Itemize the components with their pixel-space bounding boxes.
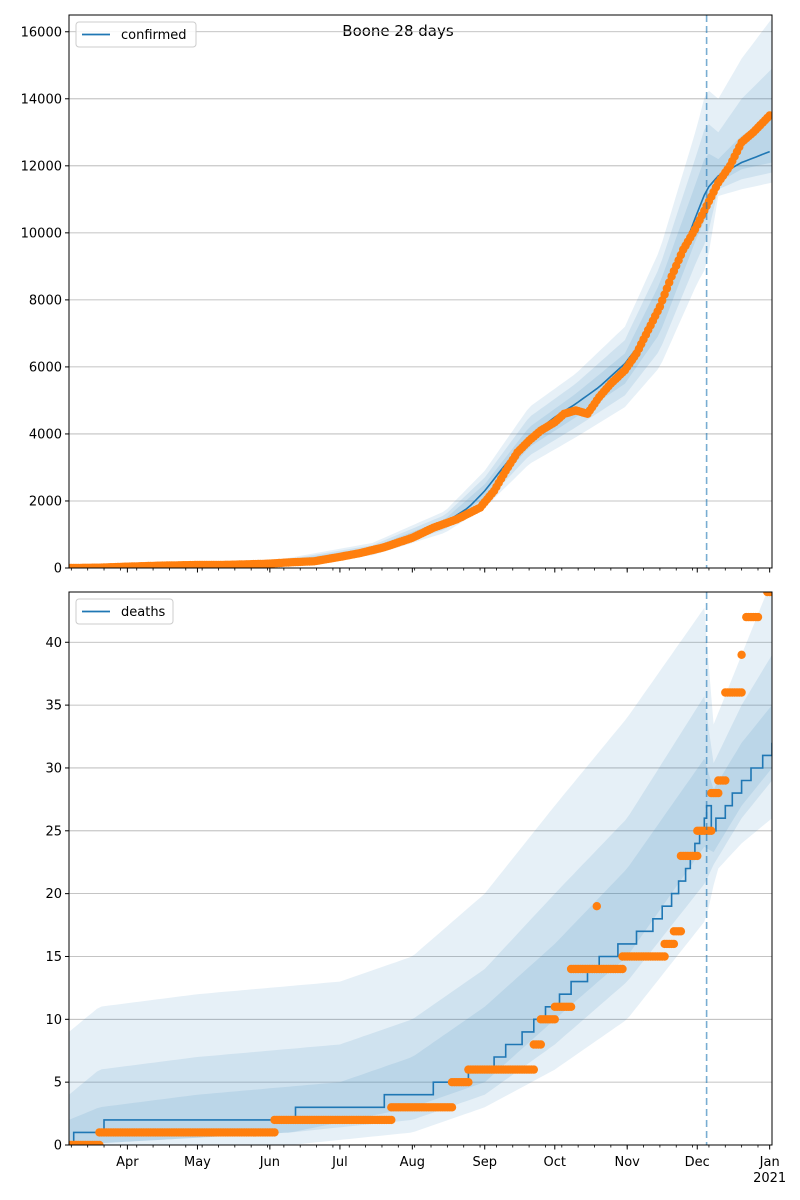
axes-frame (68, 591, 773, 1146)
x-tick-label: Dec (685, 1155, 710, 1170)
y-tick-label: 30 (45, 761, 62, 776)
observed-point (714, 788, 723, 798)
confirmed-panel: 0 2000 4000 6000 8000 10000 12000 14000 16000 con… (21, 14, 773, 577)
y-tick-label: 0 (54, 1139, 62, 1154)
y-tick-label: 10 (45, 1013, 62, 1028)
y-tick-label: 16000 (21, 25, 62, 40)
observed-point (592, 902, 601, 911)
y-tick-label: 6000 (29, 360, 62, 375)
y-tick-label: 25 (45, 824, 62, 839)
x-tick-label: Jun (259, 1155, 280, 1170)
deaths-panel: 0 5 10 15 20 25 30 35 40 Apr May Jun Jul Aug Sep Oct Nov… (45, 591, 786, 1186)
observed-point (737, 650, 746, 659)
y-tick-label: 0 (54, 562, 62, 577)
x-tick-label: Oct (544, 1155, 566, 1170)
observed-point (676, 927, 686, 936)
x-tick-label: Aug (400, 1155, 425, 1170)
legend: deaths (75, 598, 174, 625)
legend: confirmed (75, 21, 197, 48)
observed-point (95, 1140, 104, 1145)
observed-point (693, 851, 702, 861)
y-tick-label: 5 (54, 1076, 62, 1091)
x-tick-label: Jul (331, 1155, 348, 1170)
uncertainty-band (69, 654, 772, 1145)
observed-point (387, 1115, 396, 1125)
x-tick-label: Jan (759, 1155, 780, 1170)
legend-box (75, 598, 174, 625)
legend-label: deaths (121, 605, 166, 620)
observed-point (767, 592, 772, 597)
y-tick-label: 10000 (21, 226, 62, 241)
y-tick-label: 12000 (21, 159, 62, 174)
observed-point (737, 688, 746, 697)
uncertainty-band (69, 592, 772, 1145)
y-tick-label: 4000 (29, 427, 62, 442)
observed-point (765, 111, 772, 120)
uncertainty-band (69, 115, 772, 568)
legend-box (75, 21, 197, 48)
x-tick-label: Sep (472, 1155, 497, 1170)
y-tick-label: 35 (45, 699, 62, 714)
x-tick-label: Nov (615, 1155, 641, 1170)
observed-point (447, 1103, 457, 1112)
y-tick-label: 14000 (21, 92, 62, 107)
observed-point (669, 939, 679, 949)
observed-point (566, 1002, 576, 1011)
observed-point (660, 952, 669, 961)
observed-point (529, 1065, 538, 1074)
x-tick-label: May (184, 1155, 211, 1170)
plot-area (69, 592, 772, 1145)
axes-frame (68, 14, 773, 569)
x-tick-label: Apr (116, 1155, 139, 1170)
plot-area (69, 18, 772, 568)
y-tick-label: 15 (45, 950, 62, 965)
observed-point (707, 826, 716, 835)
x-year-label: 2021 (753, 1171, 786, 1186)
observed-point (618, 964, 627, 974)
y-tick-label: 8000 (29, 293, 62, 308)
y-tick-label: 20 (45, 887, 62, 902)
y-tick-label: 2000 (29, 494, 62, 509)
uncertainty-band (69, 705, 772, 1145)
observed-point (753, 612, 763, 622)
legend-label: confirmed (121, 28, 187, 43)
observed-point (536, 1040, 545, 1049)
observed-point (550, 1015, 559, 1024)
observed-point (270, 1128, 279, 1137)
observed-point (721, 776, 730, 785)
observed-point (464, 1078, 473, 1087)
figure-title: Boone 28 days (342, 22, 454, 40)
y-tick-label: 40 (45, 636, 62, 651)
